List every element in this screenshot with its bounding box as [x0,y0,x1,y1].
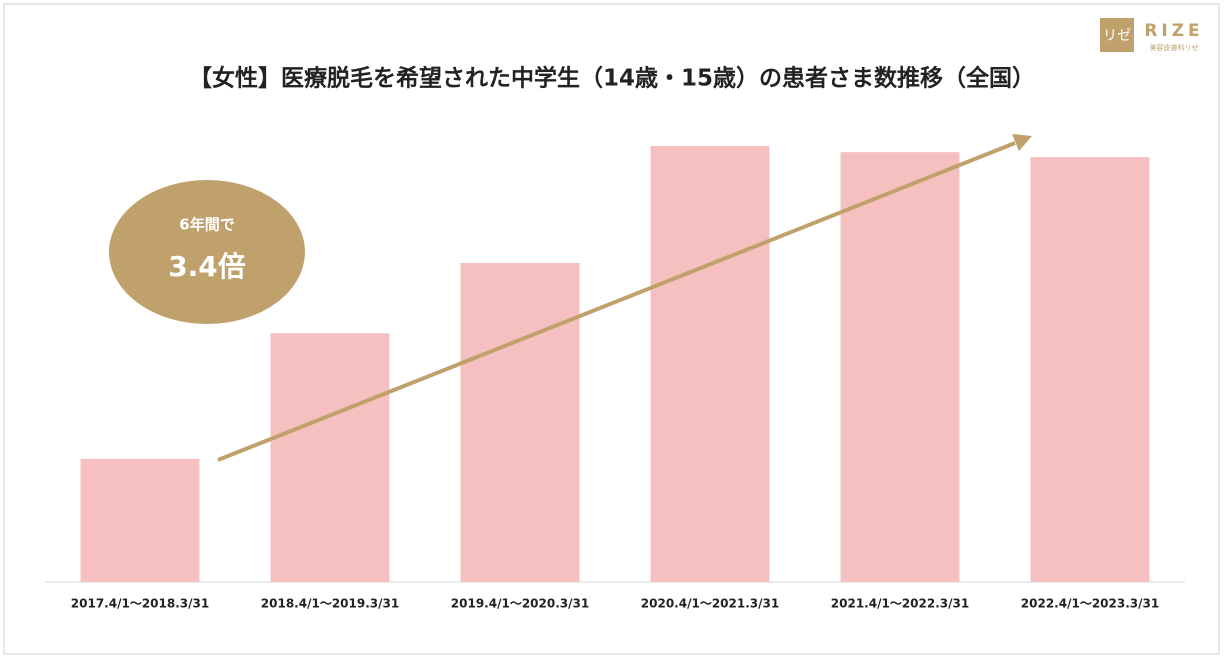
bars [80,146,1150,582]
x-tick-label: 2020.4/1～2021.3/31 [641,597,779,611]
bar [840,152,960,582]
logo-mark-bg [1100,18,1134,52]
logo-tagline: 美容皮膚科リゼ [1150,43,1199,52]
chart-title: 【女性】医療脱毛を希望された中学生（14歳・15歳）の患者さま数推移（全国） [189,65,1035,92]
frame [3,3,1220,655]
x-tick-label: 2017.4/1～2018.3/31 [71,597,209,611]
bar [80,458,200,582]
annotation-line1: 6年間で [179,216,234,234]
x-tick-label: 2018.4/1～2019.3/31 [261,597,399,611]
annotation-badge [109,180,305,324]
logo-name: RIZE [1144,21,1203,41]
x-tick-label: 2022.4/1～2023.3/31 [1021,597,1159,611]
annotation-line2: 3.4倍 [168,250,246,283]
x-tick-label: 2019.4/1～2020.3/31 [451,597,589,611]
trend-arrow-head [1012,134,1032,151]
x-tick-label: 2021.4/1～2022.3/31 [831,597,969,611]
logo-mark: リゼ [1103,28,1131,44]
bar [1030,157,1150,582]
trend-arrow [217,141,1016,462]
bar [460,263,580,582]
bar [270,333,390,582]
bar [650,146,770,582]
